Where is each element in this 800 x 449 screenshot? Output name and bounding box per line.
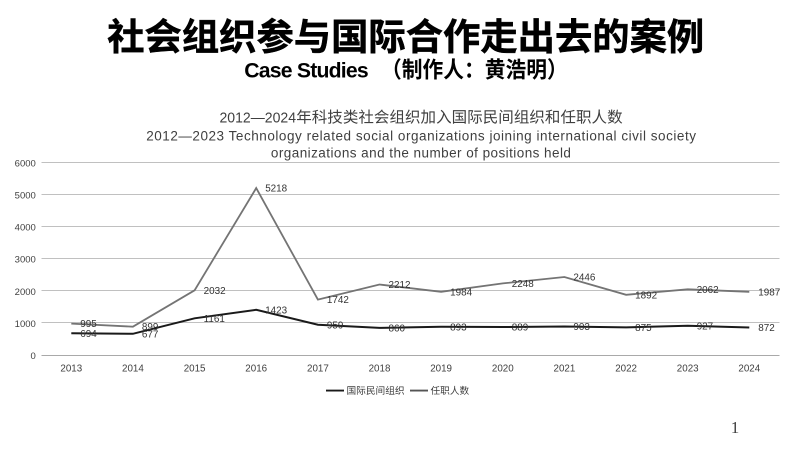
svg-text:2014: 2014 [122, 363, 144, 374]
svg-text:2018: 2018 [369, 363, 391, 374]
svg-text:1892: 1892 [635, 290, 657, 301]
svg-text:年科技类社会组织加入国际民间组织和任职人数: 年科技类社会组织加入国际民间组织和任职人数 [296, 106, 623, 128]
svg-text:2017: 2017 [307, 363, 329, 374]
svg-text:2024: 2024 [738, 363, 760, 374]
svg-text:6000: 6000 [15, 158, 36, 169]
svg-text:2062: 2062 [697, 285, 719, 296]
svg-text:1742: 1742 [327, 295, 349, 306]
svg-text:677: 677 [142, 329, 158, 340]
svg-text:2446: 2446 [573, 273, 595, 284]
svg-text:2032: 2032 [204, 286, 226, 297]
svg-text:860: 860 [389, 324, 406, 335]
svg-text:2021: 2021 [554, 363, 576, 374]
svg-text:1: 1 [731, 418, 740, 437]
svg-text:4000: 4000 [15, 223, 36, 234]
svg-text:1984: 1984 [450, 287, 472, 298]
svg-text:2012—2024: 2012—2024 [220, 110, 297, 126]
svg-text:927: 927 [697, 321, 713, 332]
svg-text:社会组织参与国际合作走出去的案例: 社会组织参与国际合作走出去的案例 [107, 7, 704, 61]
svg-text:872: 872 [758, 323, 774, 334]
svg-text:Case Studies: Case Studies [244, 59, 369, 82]
svg-text:1987: 1987 [758, 287, 780, 298]
svg-text:694: 694 [80, 329, 97, 340]
svg-text:2023: 2023 [677, 363, 699, 374]
svg-text:5000: 5000 [15, 191, 36, 202]
svg-text:2012—2023 Technology related s: 2012—2023 Technology related social orga… [146, 128, 696, 143]
svg-text:1161: 1161 [204, 314, 226, 325]
svg-text:（制作人：黄浩明）: （制作人：黄浩明） [381, 51, 568, 84]
svg-text:5218: 5218 [265, 184, 287, 195]
svg-text:875: 875 [635, 323, 652, 334]
svg-text:国际民间组织: 国际民间组织 [347, 383, 405, 397]
svg-text:2013: 2013 [60, 363, 82, 374]
svg-text:995: 995 [80, 319, 97, 330]
svg-text:959: 959 [327, 320, 344, 331]
svg-text:任职人数: 任职人数 [431, 383, 470, 397]
svg-text:903: 903 [573, 322, 590, 333]
svg-text:2000: 2000 [15, 287, 36, 298]
svg-text:889: 889 [512, 323, 529, 334]
svg-text:893: 893 [450, 322, 467, 333]
svg-text:organizations and the number o: organizations and the number of position… [271, 146, 571, 161]
svg-text:3000: 3000 [15, 255, 36, 266]
svg-text:2212: 2212 [389, 280, 411, 291]
svg-text:2016: 2016 [245, 363, 267, 374]
svg-text:0: 0 [31, 351, 36, 362]
svg-text:2020: 2020 [492, 363, 514, 374]
svg-text:2022: 2022 [615, 363, 637, 374]
svg-text:1000: 1000 [15, 319, 36, 330]
svg-text:2019: 2019 [430, 363, 452, 374]
svg-text:2248: 2248 [512, 279, 534, 290]
svg-text:2015: 2015 [184, 363, 206, 374]
svg-text:1423: 1423 [265, 305, 287, 316]
svg-text:899: 899 [142, 322, 159, 333]
